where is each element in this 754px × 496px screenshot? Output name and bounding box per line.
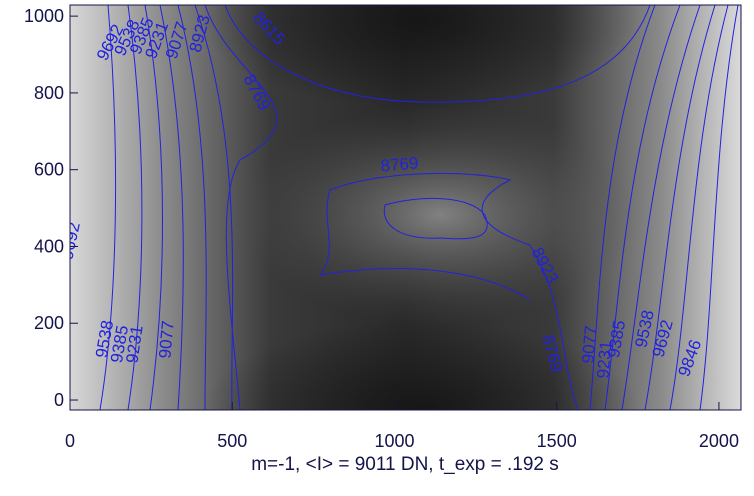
y-tick-label: 0 (54, 390, 64, 410)
y-tick-label: 400 (34, 236, 64, 256)
x-tick-label: 500 (217, 431, 247, 451)
contour-line (159, 5, 184, 410)
contour-line (194, 5, 234, 410)
contour-line (177, 5, 207, 410)
y-tick-label: 200 (34, 313, 64, 333)
contour-label: 9231 (593, 340, 615, 379)
contour-line (383, 198, 488, 240)
y-tick-label: 1000 (24, 6, 64, 26)
contour-line (99, 5, 117, 410)
contour-line (204, 5, 278, 410)
contour-line (669, 5, 729, 410)
x-axis-label: m=-1, <I> = 9011 DN, t_exp = .192 s (251, 454, 559, 475)
contour-line (644, 5, 716, 410)
y-tick-label: 600 (34, 160, 64, 180)
contour-label: 9077 (578, 325, 600, 364)
contour-line (621, 5, 701, 410)
x-tick-label: 2000 (699, 431, 739, 451)
contour-label: 8769 (380, 153, 419, 175)
contour-line (589, 5, 656, 410)
contour-line (319, 268, 531, 301)
frame (69, 4, 742, 411)
contour-line (224, 5, 651, 103)
x-tick-label: 1000 (374, 431, 414, 451)
contour-line (604, 5, 681, 410)
y-tick-label: 800 (34, 83, 64, 103)
contour-line (127, 5, 143, 410)
contour-line (144, 5, 163, 410)
contour-line (699, 5, 739, 410)
x-tick-label: 1500 (537, 431, 577, 451)
contour-line (319, 172, 579, 410)
x-tick-label: 0 (65, 431, 75, 451)
contour-label: 9077 (155, 320, 177, 359)
